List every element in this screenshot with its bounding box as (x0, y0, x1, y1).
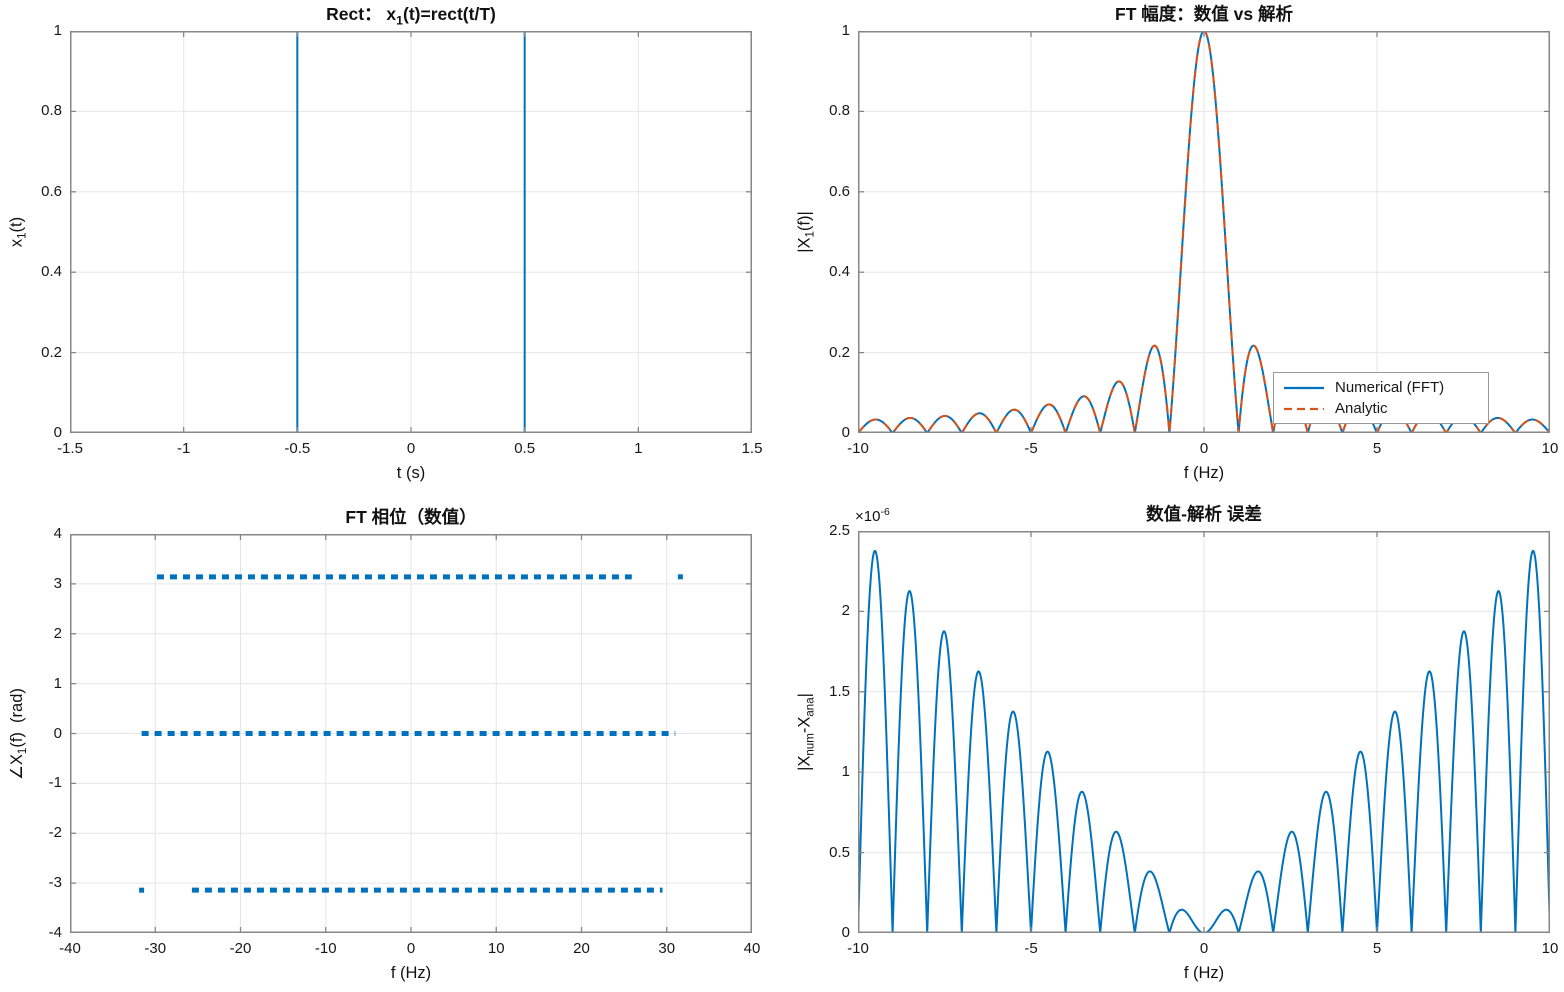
y-axis-exponent-label: ×10-6 (855, 506, 890, 525)
x-tick-label: 10 (1541, 940, 1559, 957)
x-tick-label: 0 (406, 940, 416, 957)
x-tick-label: -30 (144, 940, 167, 957)
y-tick-label: 0.8 (829, 102, 850, 120)
subplot-rect-signal: Rect： x1(t)=rect(t/T) x1(t) t (s) -1.5 -1… (0, 0, 782, 496)
y-tick-label: 0.4 (829, 263, 850, 281)
plot-title: Rect： x1(t)=rect(t/T) (326, 4, 496, 28)
plot-svg (70, 31, 752, 433)
y-tick-label: 0.8 (41, 102, 62, 120)
x-tick-label: 0 (1199, 440, 1209, 457)
x-axis-label: f (Hz) (1183, 464, 1225, 482)
y-tick-label: 2 (53, 624, 62, 642)
x-axis-label: f (Hz) (1183, 964, 1225, 982)
legend-entry-label: Numerical (FFT) (1335, 379, 1445, 396)
y-tick-label: -3 (48, 874, 62, 892)
x-tick-label: 0 (1199, 940, 1209, 957)
y-tick-label: 0 (53, 724, 62, 742)
y-tick-label: 0 (841, 924, 850, 941)
x-tick-label: 1 (634, 440, 643, 457)
plot-area (70, 534, 752, 933)
y-tick-label: -4 (48, 924, 62, 941)
x-tick-label: 5 (1372, 940, 1382, 957)
y-tick-label: 0.6 (829, 182, 850, 200)
x-tick-label: -5 (1024, 940, 1038, 957)
x-tick-label: 10 (487, 940, 505, 957)
y-tick-label: 2.5 (829, 522, 850, 539)
x-tick-label: 10 (1541, 440, 1559, 457)
x-tick-label: -10 (314, 940, 337, 957)
plot-area (70, 31, 752, 433)
x-tick-label: -1 (176, 440, 191, 457)
plot-title: FT 幅度：数值 vs 解析 (1115, 4, 1293, 24)
plot-title: FT 相位（数值） (345, 507, 477, 527)
y-axis-label: |Xnum-Xana| (795, 693, 817, 771)
plot-svg (70, 534, 752, 933)
x-tick-label: 0 (406, 440, 416, 457)
x-tick-label: 1.5 (741, 440, 763, 457)
x-tick-label: -10 (847, 940, 869, 957)
x-tick-label: -10 (847, 440, 869, 457)
legend-entry-label: Analytic (1335, 400, 1388, 417)
plot-svg (858, 531, 1550, 933)
y-tick-label: 3 (53, 574, 62, 592)
y-tick-label: 0.5 (829, 843, 850, 861)
y-tick-label: 0.6 (41, 182, 62, 200)
x-tick-label: -1.5 (57, 440, 83, 457)
x-tick-label: 0.5 (514, 440, 536, 457)
x-tick-label: -0.5 (284, 440, 311, 457)
plot-title: 数值-解析 误差 (1146, 504, 1262, 524)
y-tick-label: 0.4 (41, 263, 62, 281)
x-tick-label: 5 (1372, 440, 1382, 457)
y-tick-label: 0 (53, 424, 62, 441)
x-axis-label: t (s) (396, 464, 426, 482)
legend-entry: Numerical (FFT) (1283, 377, 1488, 398)
x-tick-label: -20 (229, 940, 252, 957)
x-tick-label: -40 (59, 940, 81, 957)
y-tick-label: -2 (48, 824, 62, 842)
x-tick-label: 40 (743, 940, 761, 957)
y-tick-label: -1 (48, 774, 62, 792)
y-axis-label: |X1(f)| (795, 211, 817, 253)
x-tick-label: 30 (658, 940, 676, 957)
y-tick-label: 4 (53, 525, 62, 542)
x-axis-label: f (Hz) (390, 964, 432, 982)
y-tick-label: 1 (53, 674, 62, 692)
legend-entry: Analytic (1283, 398, 1488, 419)
subplot-error: 数值-解析 误差 |Xnum-Xana| ×10-6 f (Hz) -10 -5 0… (782, 496, 1564, 992)
y-tick-label: 0.2 (41, 343, 62, 361)
x-tick-label: -5 (1024, 440, 1038, 457)
legend-line-sample (1284, 407, 1324, 410)
x-tick-label: 20 (573, 940, 590, 957)
legend: Numerical (FFT) Analytic (1273, 372, 1489, 424)
subplot-ft-magnitude: FT 幅度：数值 vs 解析 |X1(f)| Numerical (FFT) An… (782, 0, 1564, 496)
y-tick-label: 1 (53, 22, 62, 39)
legend-line-sample (1284, 386, 1324, 389)
y-tick-label: 0.2 (829, 343, 850, 361)
y-tick-label: 2 (841, 602, 850, 620)
y-tick-label: 1 (841, 763, 850, 781)
y-tick-label: 1.5 (829, 682, 850, 700)
y-tick-label: 1 (841, 22, 850, 39)
y-tick-label: 0 (841, 424, 850, 441)
subplot-ft-phase: FT 相位（数值） ∠X1(f) (rad) f (Hz) -40 -30 -20-… (0, 496, 782, 992)
plot-area (858, 531, 1550, 933)
y-axis-label: x1(t) (7, 216, 29, 248)
